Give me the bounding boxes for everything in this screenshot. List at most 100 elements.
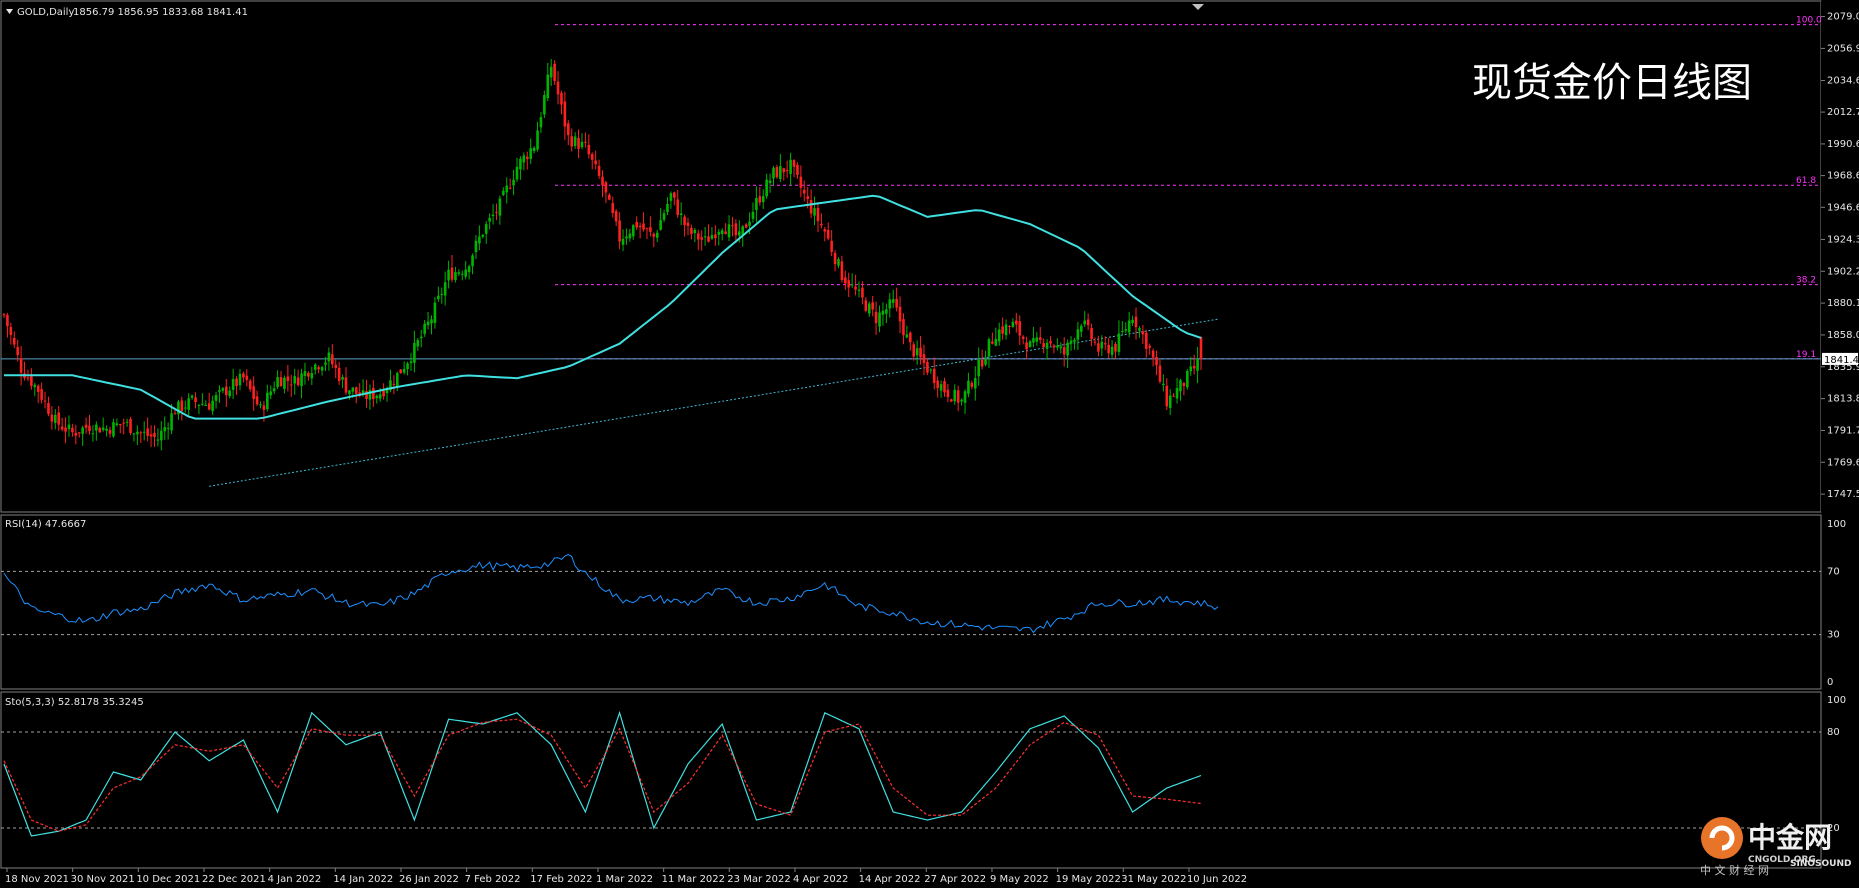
candle-body bbox=[765, 179, 768, 197]
candle-body bbox=[515, 166, 519, 180]
candle-body bbox=[1080, 325, 1083, 332]
candle-body bbox=[1114, 343, 1117, 352]
candle-body bbox=[710, 235, 714, 239]
candle-body bbox=[768, 180, 772, 184]
candle-body bbox=[170, 413, 173, 431]
candle-body bbox=[597, 165, 601, 176]
candle-body bbox=[826, 230, 830, 239]
candle-body bbox=[560, 92, 563, 105]
candle-body bbox=[488, 217, 491, 222]
candle-body bbox=[471, 255, 474, 267]
candle-body bbox=[43, 400, 47, 402]
dropdown-triangle-icon[interactable] bbox=[6, 9, 13, 14]
candle-body bbox=[252, 386, 255, 400]
candle-body bbox=[433, 302, 437, 323]
candle-body bbox=[594, 160, 597, 165]
candle-body bbox=[101, 427, 105, 430]
candle-body bbox=[313, 364, 317, 370]
current-price-label: 1841.41 bbox=[1822, 352, 1859, 366]
candle-body bbox=[618, 220, 621, 242]
candle-body bbox=[1110, 346, 1114, 355]
candle-body bbox=[211, 400, 214, 412]
candle-body bbox=[638, 225, 642, 228]
candle-body bbox=[64, 427, 67, 432]
candle-body bbox=[30, 374, 33, 386]
moving-average-line bbox=[4, 194, 1202, 420]
rsi-label: RSI(14) 47.6667 bbox=[5, 519, 86, 530]
price-tick-label: 1902.25 bbox=[1827, 266, 1859, 277]
candle-body bbox=[813, 208, 816, 216]
rsi-level-label: 100 bbox=[1827, 519, 1846, 530]
candle-body bbox=[491, 214, 495, 217]
candle-body bbox=[19, 358, 23, 373]
date-label: 31 May 2022 bbox=[1121, 874, 1186, 885]
candle-body bbox=[833, 253, 837, 265]
candle-body bbox=[351, 387, 355, 392]
candle-body bbox=[696, 233, 700, 240]
date-label: 7 Feb 2022 bbox=[465, 874, 521, 885]
candle-body bbox=[980, 359, 984, 367]
candle-body bbox=[125, 421, 129, 423]
date-label: 11 Mar 2022 bbox=[662, 874, 725, 885]
candle-body bbox=[440, 294, 444, 296]
candle-body bbox=[601, 176, 604, 186]
candle-body bbox=[1028, 341, 1032, 348]
candle-body bbox=[293, 376, 296, 384]
candle-body bbox=[847, 280, 851, 288]
stochastic-level-label: 20 bbox=[1827, 823, 1840, 834]
candle-body bbox=[584, 141, 587, 143]
candle-body bbox=[81, 427, 84, 434]
candle-body bbox=[1196, 358, 1199, 371]
candle-body bbox=[543, 95, 546, 115]
candle-body bbox=[163, 427, 167, 432]
support-trendline[interactable] bbox=[209, 318, 1219, 487]
shift-arrow-icon[interactable] bbox=[1192, 4, 1204, 10]
candle-body bbox=[392, 383, 396, 385]
candle-body bbox=[1151, 350, 1155, 358]
candle-body bbox=[443, 282, 447, 296]
candle-body bbox=[1015, 320, 1018, 325]
stochastic-label: Sto(5,3,3) 52.8178 35.3245 bbox=[5, 697, 144, 708]
candle-body bbox=[361, 390, 365, 394]
candle-body bbox=[529, 148, 532, 159]
candle-body bbox=[512, 179, 515, 186]
price-axis-bg bbox=[1821, 1, 1858, 512]
candle-body bbox=[1192, 365, 1196, 369]
candle-body bbox=[1179, 380, 1182, 392]
candle-body bbox=[382, 390, 385, 397]
candle-body bbox=[649, 227, 652, 232]
candle-body bbox=[177, 401, 180, 415]
candle-body bbox=[197, 404, 201, 406]
candle-body bbox=[354, 387, 358, 394]
candle-body bbox=[926, 361, 929, 373]
candle-body bbox=[525, 156, 529, 159]
candle-body bbox=[707, 236, 710, 242]
candle-body bbox=[956, 390, 960, 403]
candle-body bbox=[6, 314, 9, 327]
candle-body bbox=[669, 193, 673, 201]
candle-body bbox=[235, 378, 238, 387]
candle-body bbox=[1100, 341, 1104, 349]
candle-body bbox=[1131, 319, 1134, 324]
candle-body bbox=[248, 380, 252, 390]
candle-body bbox=[423, 323, 426, 334]
candle-body bbox=[1066, 342, 1069, 356]
candles bbox=[2, 59, 1203, 451]
candle-body bbox=[676, 199, 680, 215]
candle-body bbox=[864, 300, 868, 311]
price-tick-label: 2056.95 bbox=[1827, 43, 1859, 54]
candle-body bbox=[88, 425, 91, 432]
candle-body bbox=[577, 137, 580, 149]
trendline[interactable] bbox=[209, 318, 1219, 487]
candle-body bbox=[1011, 321, 1015, 327]
price-axis: 2079.05 2056.95 2034.65 2012.75 1990.65 1968.… bbox=[1821, 12, 1859, 500]
price-tick-label: 1813.85 bbox=[1827, 394, 1859, 405]
candle-body bbox=[464, 269, 467, 277]
candle-body bbox=[1165, 385, 1169, 407]
candle-body bbox=[960, 399, 963, 402]
candle-body bbox=[1049, 341, 1052, 344]
candle-body bbox=[272, 388, 276, 392]
candle-body bbox=[635, 221, 638, 228]
stochastic-level-label: 100 bbox=[1827, 695, 1846, 706]
